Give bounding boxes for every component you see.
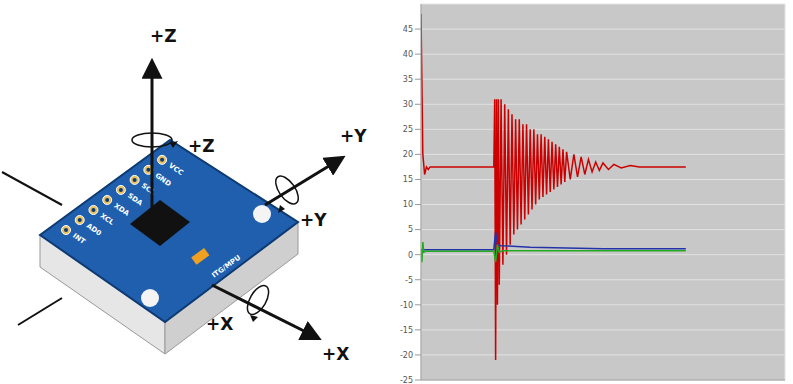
svg-text:-5: -5 <box>405 276 413 285</box>
svg-text:SDA: SDA <box>126 192 144 208</box>
svg-text:VCC: VCC <box>167 162 184 178</box>
svg-text:-25: -25 <box>400 376 413 384</box>
svg-text:40: 40 <box>403 50 413 59</box>
svg-text:10: 10 <box>403 200 413 209</box>
svg-text:INT: INT <box>71 232 87 246</box>
svg-text:-20: -20 <box>400 351 413 360</box>
svg-text:-15: -15 <box>400 326 413 335</box>
svg-text:GND: GND <box>153 172 172 189</box>
svg-text:-10: -10 <box>400 301 413 310</box>
svg-text:30: 30 <box>403 100 413 109</box>
svg-text:AD0: AD0 <box>85 222 103 238</box>
svg-text:+X: +X <box>322 344 349 364</box>
svg-text:+Z: +Z <box>150 26 177 46</box>
svg-text:SCL: SCL <box>140 182 157 197</box>
svg-text:5: 5 <box>408 225 413 234</box>
svg-text:+X: +X <box>206 314 233 334</box>
svg-text:45: 45 <box>403 25 413 34</box>
svg-text:+Y: +Y <box>340 126 367 146</box>
svg-text:ITG/MPU: ITG/MPU <box>210 253 242 279</box>
svg-text:0: 0 <box>408 251 413 260</box>
svg-text:XDA: XDA <box>112 202 131 218</box>
svg-text:15: 15 <box>403 175 413 184</box>
svg-text:35: 35 <box>403 75 413 84</box>
svg-text:+Y: +Y <box>300 210 327 230</box>
svg-text:+Z: +Z <box>188 136 215 156</box>
svg-text:XCL: XCL <box>99 212 116 227</box>
svg-text:25: 25 <box>403 125 413 134</box>
svg-text:20: 20 <box>403 150 413 159</box>
